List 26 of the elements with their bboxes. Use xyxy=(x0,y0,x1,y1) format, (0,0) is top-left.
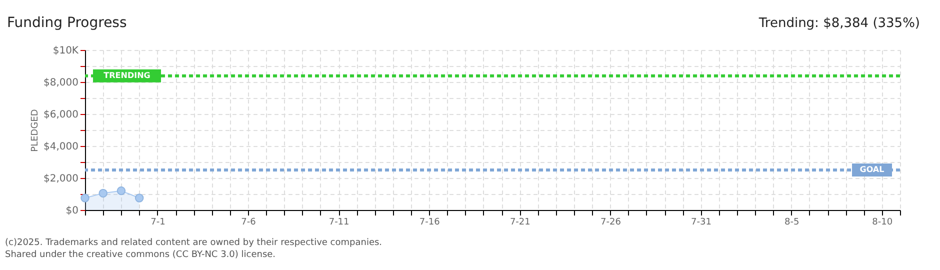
y-tick-label: $4,000 xyxy=(44,142,78,152)
x-tick-label: 7-31 xyxy=(691,218,712,228)
x-tick-label: 7-26 xyxy=(600,218,622,228)
x-tick-label: 8-10 xyxy=(872,218,893,228)
point xyxy=(116,186,126,196)
chart-title: Funding Progress xyxy=(7,15,127,31)
x-tick-label: 7-6 xyxy=(241,218,256,228)
x-tick-label: 7-1 xyxy=(150,218,166,228)
y-tick-label: $8,000 xyxy=(44,78,78,88)
point xyxy=(80,194,90,202)
x-tick-label: 7-11 xyxy=(328,218,350,228)
x-tick-label: 8-5 xyxy=(784,218,800,228)
y-tick-label: $2,000 xyxy=(44,174,78,184)
x-tick-label: 7-16 xyxy=(419,218,440,228)
y-tick-label: $6,000 xyxy=(44,110,78,120)
text: Trending: $8,384 (335%) xyxy=(758,16,920,31)
y-tick-label: $0 xyxy=(66,206,78,216)
ref-line-label: GOAL xyxy=(860,165,884,174)
text: (c)2025. Trademarks and related content are owned by their respective companies. xyxy=(5,238,382,248)
y-tick-label: $10K xyxy=(52,46,79,56)
text: Shared under the creative commons (CC BY-NC 3.0) license. xyxy=(5,250,276,260)
x-tick-label: 7-21 xyxy=(510,218,530,228)
point xyxy=(134,194,144,202)
y-axis-title: PLEDGED xyxy=(30,109,41,152)
ref-line-label: TRENDING xyxy=(104,70,150,80)
point xyxy=(98,188,108,198)
